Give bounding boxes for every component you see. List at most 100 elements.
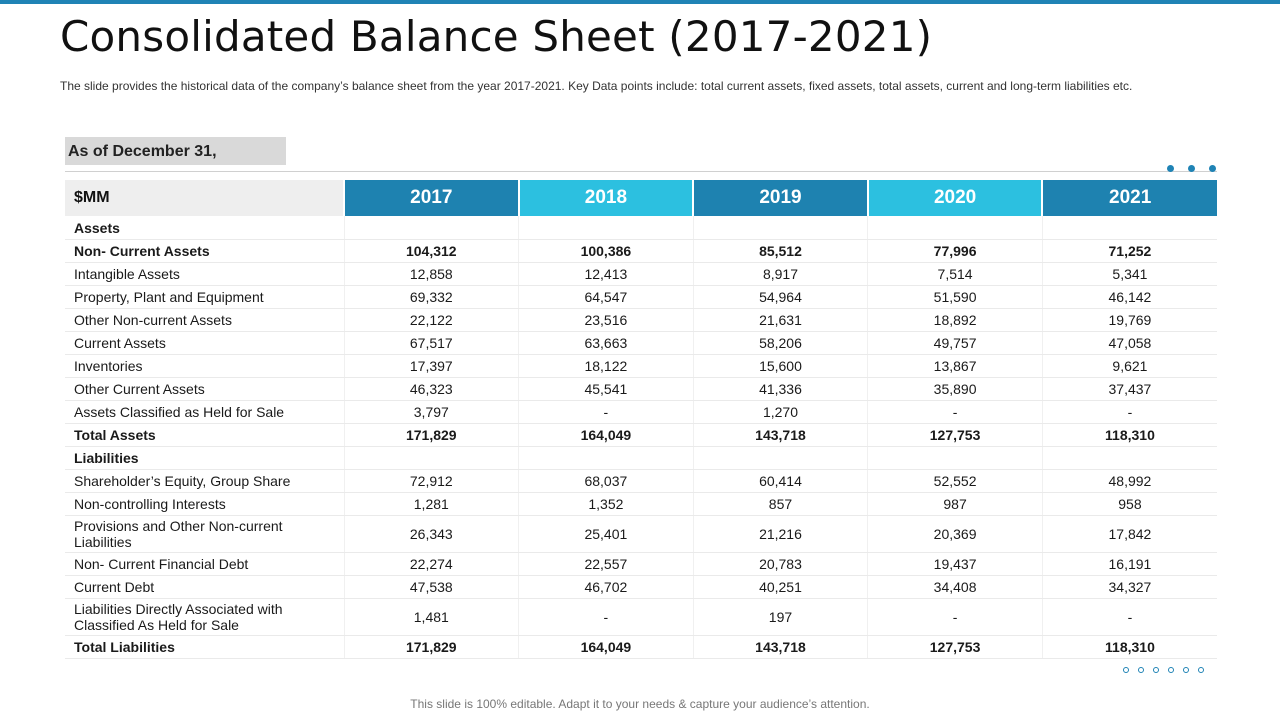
table-row: Shareholder’s Equity, Group Share 72,912 6…: [65, 469, 1217, 493]
value-cell: [693, 216, 869, 240]
dot-icon: [1123, 667, 1129, 673]
value-cell: 171,829: [344, 423, 520, 447]
value-cell: [518, 216, 694, 240]
value-cell: 22,122: [344, 308, 520, 332]
row-label: Total Assets: [65, 423, 345, 447]
value-cell: 8,917: [693, 262, 869, 286]
value-cell: 19,769: [1042, 308, 1217, 332]
value-cell: 987: [867, 492, 1043, 516]
slide-description: The slide provides the historical data o…: [60, 79, 1133, 93]
row-label: Non- Current Financial Debt: [65, 552, 345, 576]
row-label: Other Current Assets: [65, 377, 345, 401]
value-cell: -: [867, 598, 1043, 636]
value-cell: 12,858: [344, 262, 520, 286]
decorative-dots-top: [1167, 165, 1216, 172]
year-header: 2017: [344, 180, 520, 216]
page-title: Consolidated Balance Sheet (2017-2021): [60, 12, 933, 61]
value-cell: -: [867, 400, 1043, 424]
value-cell: 958: [1042, 492, 1217, 516]
value-cell: 18,892: [867, 308, 1043, 332]
value-cell: 1,270: [693, 400, 869, 424]
table-row: Liabilities Directly Associated with Cla…: [65, 598, 1217, 636]
value-cell: 143,718: [693, 423, 869, 447]
table-row: Non-controlling Interests 1,281 1,352 857 98…: [65, 492, 1217, 516]
value-cell: 15,600: [693, 354, 869, 378]
dot-icon: [1209, 165, 1216, 172]
value-cell: 35,890: [867, 377, 1043, 401]
table-header-row: $MM 2017 2018 2019 2020 2021: [65, 180, 1217, 216]
row-label: Current Debt: [65, 575, 345, 599]
row-label: Total Liabilities: [65, 635, 345, 659]
value-cell: 127,753: [867, 423, 1043, 447]
value-cell: 9,621: [1042, 354, 1217, 378]
year-header: 2019: [693, 180, 869, 216]
dot-icon: [1168, 667, 1174, 673]
row-label: Inventories: [65, 354, 345, 378]
table-row: Current Debt 47,538 46,702 40,251 34,408 34,3…: [65, 575, 1217, 599]
value-cell: 118,310: [1042, 423, 1217, 447]
value-cell: 41,336: [693, 377, 869, 401]
value-cell: 26,343: [344, 515, 520, 553]
value-cell: 49,757: [867, 331, 1043, 355]
value-cell: 5,341: [1042, 262, 1217, 286]
value-cell: 21,631: [693, 308, 869, 332]
value-cell: 23,516: [518, 308, 694, 332]
value-cell: 100,386: [518, 239, 694, 263]
value-cell: 52,552: [867, 469, 1043, 493]
table-row: Current Assets 67,517 63,663 58,206 49,757 47…: [65, 331, 1217, 355]
value-cell: 58,206: [693, 331, 869, 355]
row-label: Assets Classified as Held for Sale: [65, 400, 345, 424]
year-header: 2018: [518, 180, 695, 216]
as-of-date-label: As of December 31,: [65, 137, 286, 165]
dot-icon: [1198, 667, 1204, 673]
dot-icon: [1167, 165, 1174, 172]
row-label: Provisions and Other Non-current Liabili…: [65, 515, 345, 553]
dot-icon: [1188, 165, 1195, 172]
value-cell: 47,538: [344, 575, 520, 599]
value-cell: 69,332: [344, 285, 520, 309]
value-cell: [1042, 446, 1217, 470]
value-cell: 19,437: [867, 552, 1043, 576]
value-cell: [867, 446, 1043, 470]
value-cell: 47,058: [1042, 331, 1217, 355]
value-cell: [344, 216, 520, 240]
row-label: Liabilities: [65, 446, 345, 470]
table-row: Other Non-current Assets 22,122 23,516 21,6…: [65, 308, 1217, 332]
value-cell: 20,369: [867, 515, 1043, 553]
table-row: Total Assets 171,829 164,049 143,718 127,753…: [65, 423, 1217, 447]
value-cell: 37,437: [1042, 377, 1217, 401]
row-label: Assets: [65, 216, 345, 240]
year-header: 2020: [867, 180, 1044, 216]
value-cell: 46,702: [518, 575, 694, 599]
value-cell: 1,281: [344, 492, 520, 516]
row-label: Property, Plant and Equipment: [65, 285, 345, 309]
value-cell: 48,992: [1042, 469, 1217, 493]
row-label: Intangible Assets: [65, 262, 345, 286]
value-cell: 22,557: [518, 552, 694, 576]
table-row: Property, Plant and Equipment 69,332 64,54…: [65, 285, 1217, 309]
divider: [65, 171, 1217, 172]
value-cell: [518, 446, 694, 470]
value-cell: 13,867: [867, 354, 1043, 378]
value-cell: [1042, 216, 1217, 240]
value-cell: 127,753: [867, 635, 1043, 659]
value-cell: 104,312: [344, 239, 520, 263]
value-cell: 34,408: [867, 575, 1043, 599]
dot-icon: [1138, 667, 1144, 673]
value-cell: 12,413: [518, 262, 694, 286]
value-cell: 18,122: [518, 354, 694, 378]
top-accent-bar: [0, 0, 1280, 4]
value-cell: 34,327: [1042, 575, 1217, 599]
value-cell: 71,252: [1042, 239, 1217, 263]
value-cell: 46,323: [344, 377, 520, 401]
value-cell: 45,541: [518, 377, 694, 401]
row-label: Shareholder’s Equity, Group Share: [65, 469, 345, 493]
value-cell: 77,996: [867, 239, 1043, 263]
value-cell: 68,037: [518, 469, 694, 493]
table-row: Non- Current Financial Debt 22,274 22,557 2…: [65, 552, 1217, 576]
value-cell: 164,049: [518, 635, 694, 659]
value-cell: 1,481: [344, 598, 520, 636]
dot-icon: [1153, 667, 1159, 673]
table-row: Total Liabilities 171,829 164,049 143,718 12…: [65, 635, 1217, 659]
footer-note: This slide is 100% editable. Adapt it to…: [410, 697, 870, 711]
